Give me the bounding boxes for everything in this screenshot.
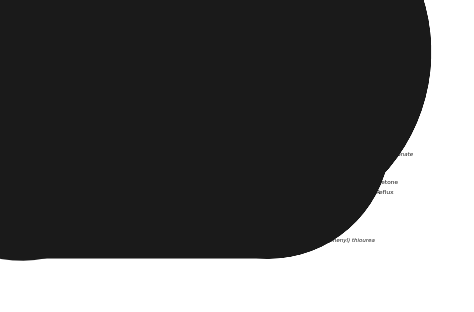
Text: +: + [184, 47, 192, 57]
Text: OCH$_3$: OCH$_3$ [158, 144, 177, 155]
Text: I: I [178, 47, 180, 56]
Text: NH: NH [271, 219, 281, 225]
Text: Phenylacetylene: Phenylacetylene [186, 67, 244, 73]
Text: OCH$_3$: OCH$_3$ [333, 144, 353, 155]
Text: NH₄SCN: NH₄SCN [225, 133, 255, 142]
Text: H$_3$CO: H$_3$CO [333, 119, 353, 129]
Text: +: + [217, 132, 225, 142]
Text: NH: NH [282, 219, 292, 225]
Text: Reflux: Reflux [375, 189, 394, 194]
Text: 3,5-dimethoxy-benzoyl isothiocyanate: 3,5-dimethoxy-benzoyl isothiocyanate [309, 152, 413, 157]
Text: Acetone: Acetone [271, 126, 295, 131]
Text: 4-iodoaniline: 4-iodoaniline [143, 67, 188, 73]
Text: HC: HC [191, 47, 202, 56]
Text: OCH$_3$: OCH$_3$ [228, 230, 246, 238]
Text: (DBPT): (DBPT) [270, 247, 301, 256]
Text: Ammonium
thiocyanate: Ammonium thiocyanate [224, 145, 256, 156]
Text: H$_3$CO: H$_3$CO [157, 119, 177, 129]
Text: O: O [195, 121, 201, 130]
Text: 3,5-dimethoxy-benzoyl chloride: 3,5-dimethoxy-benzoyl chloride [142, 152, 229, 157]
Text: H$_2$N: H$_2$N [293, 46, 310, 58]
Text: C≡C: C≡C [328, 43, 342, 48]
Text: Cl: Cl [202, 133, 210, 142]
Text: NCS: NCS [378, 133, 394, 142]
Text: H$_3$CO: H$_3$CO [228, 206, 246, 215]
Text: S: S [277, 228, 282, 234]
Text: Reflux: Reflux [273, 140, 292, 145]
Text: O: O [264, 209, 269, 215]
Text: (PEA): (PEA) [323, 75, 347, 84]
Text: Pd(PPh₃)₂Cl₂, CuI: Pd(PPh₃)₂Cl₂, CuI [242, 41, 288, 46]
Text: O: O [371, 121, 377, 130]
Text: H₂O, Et₃N, Reflux: H₂O, Et₃N, Reflux [242, 56, 288, 61]
Text: 4-phenylethynyl-aniline: 4-phenylethynyl-aniline [298, 67, 373, 72]
Text: H$_2$N: H$_2$N [140, 46, 157, 58]
Text: Acetone: Acetone [375, 181, 399, 186]
Text: N-(3,5-dimethoxy benzoyl)-N’-(4-(phenylethynyl)phenyl) thiourea: N-(3,5-dimethoxy benzoyl)-N’-(4-(phenyle… [195, 238, 375, 243]
Text: +: + [355, 81, 364, 91]
